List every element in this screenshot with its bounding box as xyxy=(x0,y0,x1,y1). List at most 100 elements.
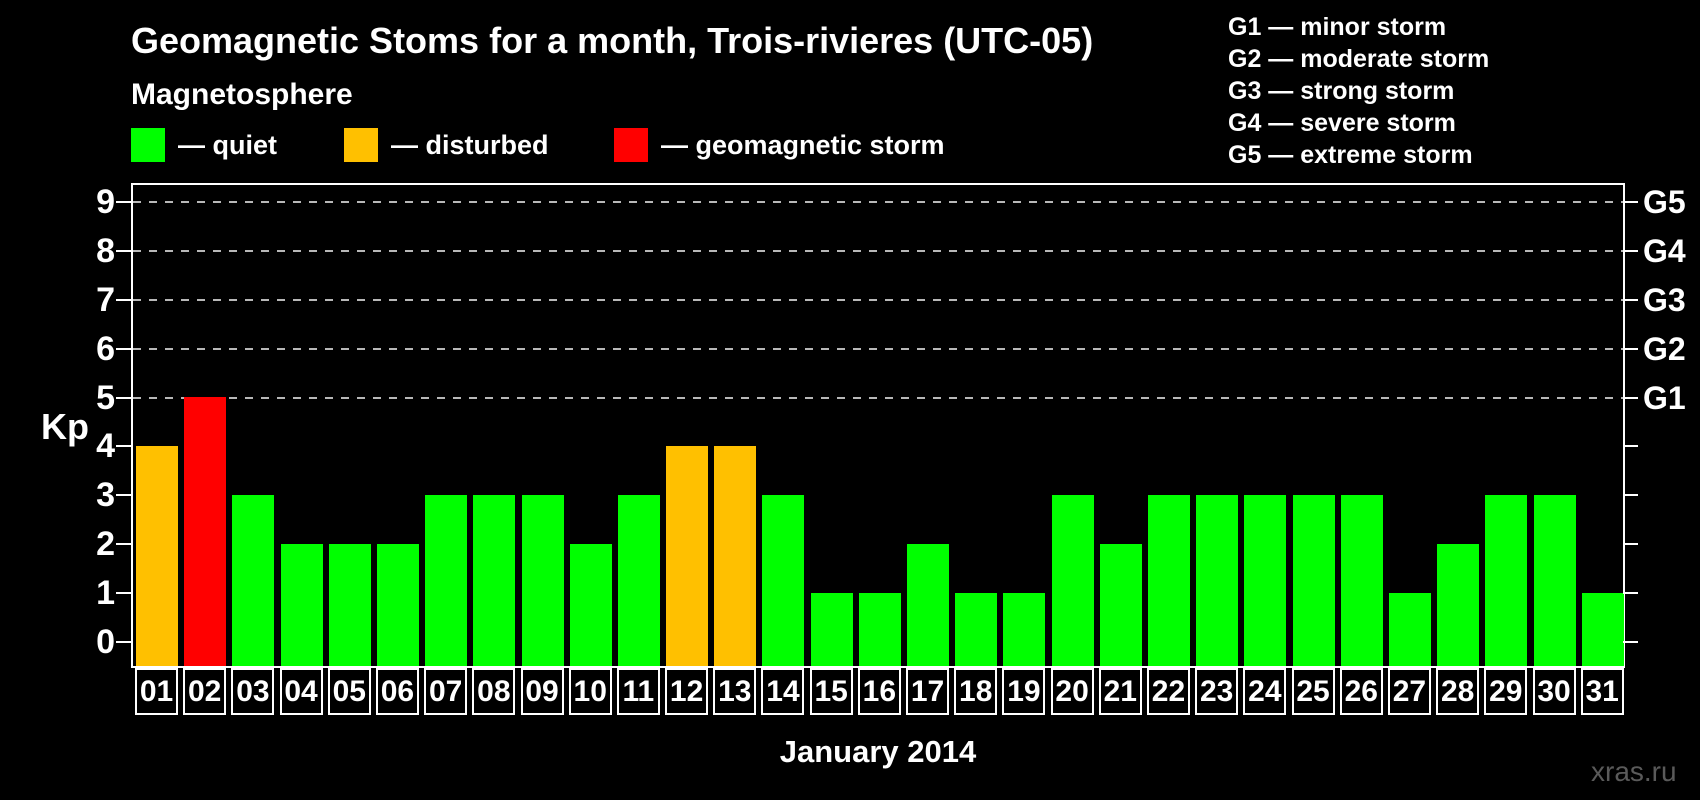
x-tick-label-day-10: 10 xyxy=(568,668,612,715)
x-tick-label-day-20: 20 xyxy=(1050,668,1094,715)
right-axis-label-g1: G1 xyxy=(1643,379,1686,416)
bar-day-10 xyxy=(569,544,612,666)
y-axis-tick-right-9 xyxy=(1623,200,1638,203)
watermark-xras-ru: xras.ru xyxy=(1591,756,1677,787)
right-axis-label-g5: G5 xyxy=(1643,183,1686,220)
legend-item-quiet: — quiet xyxy=(131,128,277,162)
x-tick-label-day-30: 30 xyxy=(1532,668,1576,715)
x-tick-label-day-12: 12 xyxy=(665,668,709,715)
plot-area xyxy=(131,183,1625,668)
y-axis-tick-right-3 xyxy=(1623,494,1638,497)
y-axis-tick-left-1 xyxy=(116,592,131,595)
y-axis-tick-right-6 xyxy=(1623,347,1638,350)
x-tick-label-day-01: 01 xyxy=(135,668,178,715)
gridline-kp-6 xyxy=(133,347,1623,350)
y-axis-tick-right-7 xyxy=(1623,298,1638,301)
y-axis-tick-right-8 xyxy=(1623,249,1638,252)
x-tick-label-day-29: 29 xyxy=(1484,668,1528,715)
storm-scale-legend-g4: G4 — severe storm xyxy=(1228,109,1456,137)
x-tick-label-day-28: 28 xyxy=(1436,668,1480,715)
y-axis-tick-label-8: 8 xyxy=(96,231,115,270)
bar-day-20 xyxy=(1051,495,1094,666)
bar-day-03 xyxy=(232,495,275,666)
x-tick-label-day-25: 25 xyxy=(1291,668,1335,715)
y-axis-tick-left-3 xyxy=(116,494,131,497)
storm-scale-legend-g5: G5 — extreme storm xyxy=(1228,141,1473,169)
bar-day-19 xyxy=(1003,593,1046,666)
x-tick-label-day-08: 08 xyxy=(472,668,516,715)
y-axis-tick-left-8 xyxy=(116,249,131,252)
bar-day-11 xyxy=(617,495,660,666)
bar-day-05 xyxy=(328,544,371,666)
x-tick-label-day-13: 13 xyxy=(713,668,757,715)
y-axis-tick-left-2 xyxy=(116,543,131,546)
x-tick-label-day-24: 24 xyxy=(1243,668,1287,715)
bar-day-22 xyxy=(1147,495,1190,666)
magnetosphere-legend-title: Magnetosphere xyxy=(131,78,353,111)
bar-day-14 xyxy=(762,495,805,666)
bar-day-15 xyxy=(810,593,853,666)
right-axis-label-g4: G4 xyxy=(1643,232,1686,269)
disturbed-color-swatch xyxy=(344,128,378,162)
x-tick-label-day-17: 17 xyxy=(906,668,950,715)
gridline-kp-8 xyxy=(133,249,1623,252)
x-axis-title: January 2014 xyxy=(779,734,977,769)
x-tick-label-day-11: 11 xyxy=(616,668,660,715)
y-axis-tick-label-1: 1 xyxy=(96,574,115,613)
y-axis-tick-right-1 xyxy=(1623,592,1638,595)
y-axis-tick-left-5 xyxy=(116,396,131,399)
y-axis-tick-right-2 xyxy=(1623,543,1638,546)
x-tick-label-day-26: 26 xyxy=(1339,668,1383,715)
legend-item-label: — geomagnetic storm xyxy=(661,129,945,160)
x-tick-label-day-03: 03 xyxy=(231,668,275,715)
y-axis-tick-label-3: 3 xyxy=(96,476,115,515)
x-tick-label-day-18: 18 xyxy=(954,668,998,715)
x-tick-label-day-06: 06 xyxy=(375,668,419,715)
x-tick-label-day-04: 04 xyxy=(279,668,323,715)
x-tick-label-day-02: 02 xyxy=(183,668,227,715)
legend-item-disturbed: — disturbed xyxy=(344,128,549,162)
x-tick-label-day-21: 21 xyxy=(1098,668,1142,715)
bar-day-01 xyxy=(136,446,178,666)
bar-day-06 xyxy=(376,544,419,666)
x-tick-label-day-09: 09 xyxy=(520,668,564,715)
bar-day-13 xyxy=(714,446,757,666)
bar-day-24 xyxy=(1244,495,1287,666)
storm-color-swatch xyxy=(614,128,648,162)
bar-day-12 xyxy=(666,446,709,666)
bar-day-16 xyxy=(858,593,901,666)
bar-day-21 xyxy=(1099,544,1142,666)
y-axis-label-kp: Kp xyxy=(41,406,89,447)
gridline-kp-7 xyxy=(133,298,1623,301)
storm-scale-legend-g1: G1 — minor storm xyxy=(1228,13,1447,41)
y-axis-tick-label-0: 0 xyxy=(96,623,115,661)
bar-day-31 xyxy=(1581,593,1624,666)
legend-item-label: — disturbed xyxy=(391,129,549,160)
legend-item-geomagnetic-storm: — geomagnetic storm xyxy=(614,128,945,162)
y-axis-tick-left-7 xyxy=(116,298,131,301)
storm-scale-legend-g3: G3 — strong storm xyxy=(1228,77,1455,105)
x-tick-label-day-22: 22 xyxy=(1146,668,1190,715)
bar-day-25 xyxy=(1292,495,1335,666)
x-tick-label-day-16: 16 xyxy=(857,668,901,715)
bar-day-27 xyxy=(1388,593,1431,666)
x-tick-label-day-23: 23 xyxy=(1195,668,1239,715)
x-tick-label-day-15: 15 xyxy=(809,668,853,715)
bar-day-08 xyxy=(473,495,516,666)
x-tick-label-day-19: 19 xyxy=(1002,668,1046,715)
bar-day-18 xyxy=(955,593,998,666)
bar-day-07 xyxy=(425,495,468,666)
y-axis-tick-label-2: 2 xyxy=(96,525,115,564)
right-axis-label-g2: G2 xyxy=(1643,330,1686,367)
y-axis-tick-left-9 xyxy=(116,200,131,203)
gridline-kp-5 xyxy=(133,396,1623,399)
y-axis-tick-right-5 xyxy=(1623,396,1638,399)
y-axis-tick-right-4 xyxy=(1623,445,1638,448)
y-axis-tick-label-9: 9 xyxy=(96,182,115,221)
bar-day-26 xyxy=(1340,495,1383,666)
chart-title: Geomagnetic Stoms for a month, Trois-riv… xyxy=(131,20,1094,61)
bar-day-02 xyxy=(184,397,227,666)
storm-scale-legend-g2: G2 — moderate storm xyxy=(1228,45,1490,73)
y-axis-tick-label-6: 6 xyxy=(96,329,115,368)
